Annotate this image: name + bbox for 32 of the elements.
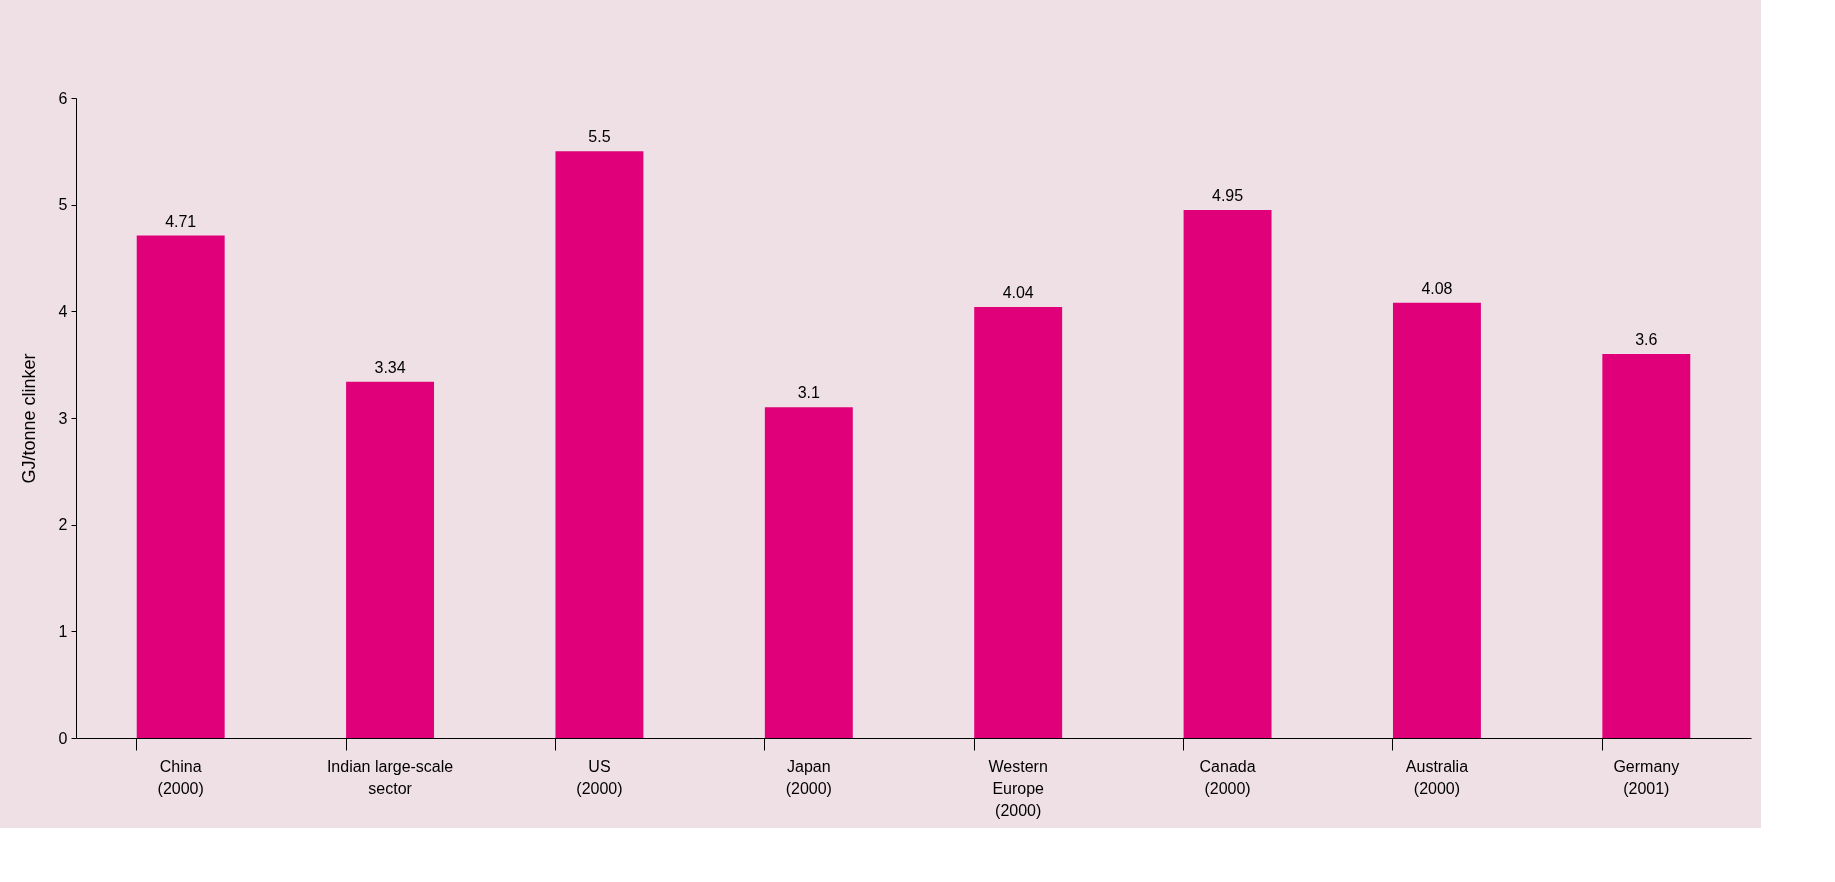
y-tick-label: 3 — [58, 409, 68, 427]
x-tick-label: Germany (2001) — [1613, 757, 1680, 797]
bar — [1183, 210, 1272, 738]
y-axis-title: GJ/tonne clinker — [18, 353, 39, 484]
y-tick-label: 4 — [58, 302, 68, 320]
bar — [1392, 302, 1481, 738]
y-tick-label: 5 — [58, 196, 68, 214]
data-label: 4.08 — [1421, 279, 1453, 297]
data-label: 5.5 — [588, 128, 611, 146]
x-tick-label: Australia (2000) — [1405, 757, 1469, 797]
bar — [764, 407, 853, 738]
bar — [555, 151, 644, 738]
bar — [346, 381, 435, 738]
x-tick-label: Indian large-scale sector — [326, 757, 454, 797]
bar — [974, 307, 1063, 738]
y-tick-label: 0 — [58, 729, 68, 747]
data-label: 4.95 — [1211, 187, 1244, 204]
x-tick-label: Canada (2000) — [1199, 757, 1256, 797]
data-label: 3.34 — [374, 358, 406, 376]
y-tick-label: 2 — [58, 516, 68, 534]
bar — [1602, 354, 1691, 738]
data-label: 3.1 — [797, 384, 821, 402]
x-tick-label: Japan (2000) — [785, 757, 832, 797]
y-tick-label: 1 — [58, 622, 68, 640]
data-label: 4.04 — [1002, 284, 1034, 302]
data-label: 4.71 — [165, 212, 197, 230]
y-tick-label: 6 — [58, 89, 68, 107]
data-label: 3.6 — [1635, 331, 1658, 348]
bar — [136, 235, 225, 738]
x-tick-label: China (2000) — [157, 757, 204, 797]
x-tick-label: Western Europe (2000) — [988, 757, 1048, 819]
x-tick-label: US (2000) — [576, 757, 623, 797]
